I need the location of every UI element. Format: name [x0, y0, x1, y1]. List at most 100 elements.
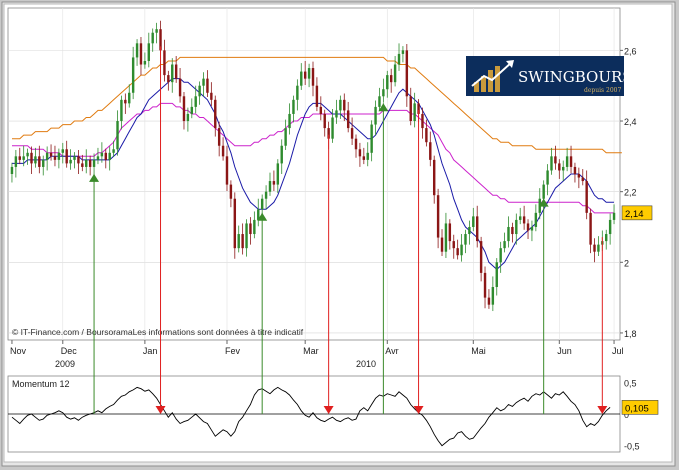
candle-down	[221, 145, 225, 157]
moving-averages	[12, 56, 622, 271]
candle-down	[522, 216, 526, 224]
candle-up	[257, 209, 260, 220]
price-y-tick-label: 2,2	[624, 188, 637, 198]
candle-up	[92, 159, 96, 167]
signal-arrows	[89, 46, 608, 414]
candle-up	[307, 68, 311, 79]
candle-up	[550, 156, 553, 171]
candle-up	[108, 152, 111, 160]
candle-down	[573, 166, 577, 174]
price-y-tick-label: 2,6	[624, 46, 637, 56]
candle-up	[292, 99, 295, 114]
candle-up	[370, 124, 373, 153]
candle-up	[155, 29, 158, 33]
candle-up	[413, 103, 416, 122]
momentum-panel: Momentum 12	[7, 375, 621, 453]
candle-down	[81, 163, 84, 167]
candle-up	[186, 113, 190, 122]
candle-up	[131, 57, 135, 93]
candle-up	[393, 64, 397, 83]
candle-up	[260, 198, 264, 210]
candle-down	[182, 96, 186, 122]
candle-up	[116, 121, 119, 150]
candle-up	[335, 110, 338, 118]
candle-down	[104, 152, 107, 160]
candle-down	[139, 43, 143, 65]
candle-up	[151, 32, 154, 44]
candle-up	[171, 64, 174, 83]
ma-short-line	[12, 78, 614, 271]
candle-down	[65, 149, 68, 164]
momentum-y-axis: -0,5 0 0,5 0,105	[621, 378, 659, 452]
candle-down	[167, 75, 170, 83]
candle-up	[194, 96, 197, 107]
month-label: Avr	[385, 346, 398, 356]
candle-up	[96, 156, 100, 160]
candle-up	[491, 287, 495, 305]
candle-down	[389, 75, 393, 83]
logo-tagline: depuis 2007	[584, 87, 621, 94]
candle-down	[241, 234, 244, 249]
candle-up	[507, 226, 510, 242]
month-label: Dec	[61, 346, 78, 356]
candle-up	[112, 149, 115, 153]
price-y-tick-label: 2	[624, 258, 629, 268]
candle-down	[475, 216, 479, 242]
buy-arrow-icon	[378, 103, 389, 112]
candle-up	[597, 244, 600, 252]
candle-up	[401, 50, 405, 54]
candle-up	[605, 234, 608, 242]
candle-up	[284, 128, 287, 146]
candle-down	[577, 174, 581, 178]
candle-up	[472, 216, 475, 227]
candle-down	[511, 226, 514, 235]
candle-down	[49, 152, 53, 157]
candle-down	[436, 195, 440, 238]
candle-up	[10, 166, 14, 174]
candle-up	[519, 216, 522, 220]
candle-down	[319, 106, 323, 114]
candle-down	[124, 99, 127, 104]
candle-down	[350, 128, 354, 139]
swingbourse-logo: SWINGBOURSE depuis 2007	[466, 56, 644, 96]
candle-up	[460, 244, 463, 256]
candle-down	[229, 184, 233, 199]
candle-down	[327, 128, 330, 139]
momentum-y-tick-label: -0,5	[624, 442, 640, 452]
candle-down	[225, 156, 229, 185]
candle-down	[487, 297, 491, 305]
candle-down	[409, 96, 412, 122]
candle-up	[331, 117, 334, 139]
candle-up	[499, 248, 502, 263]
momentum-title: Momentum 12	[12, 379, 70, 389]
candle-down	[585, 181, 588, 213]
candle-down	[303, 71, 307, 79]
candle-up	[264, 191, 268, 199]
candle-up	[128, 92, 131, 104]
candle-up	[444, 223, 448, 252]
candle-up	[339, 99, 342, 111]
candle-down	[440, 237, 444, 252]
candle-up	[61, 149, 64, 153]
sell-arrow-icon	[323, 406, 334, 414]
chart-growth-icon	[471, 60, 514, 92]
month-label: Mar	[303, 346, 319, 356]
candle-down	[311, 68, 315, 86]
chart-watermark: © IT-Finance.com / BoursoramaLes informa…	[12, 327, 304, 337]
candle-down	[77, 156, 80, 164]
candle-down	[343, 99, 346, 111]
candle-down	[483, 272, 487, 298]
candle-down	[421, 113, 424, 129]
candle-down	[581, 177, 584, 182]
candle-up	[268, 181, 272, 192]
candle-down	[558, 163, 561, 171]
candle-up	[245, 223, 248, 249]
month-label: Nov	[10, 346, 27, 356]
candle-up	[143, 60, 147, 65]
buy-arrow-icon	[89, 173, 100, 182]
ma-medium-line	[12, 102, 614, 214]
price-y-tick-label: 2,4	[624, 117, 637, 127]
candle-up	[468, 226, 471, 235]
candle-down	[323, 113, 326, 129]
candle-up	[378, 96, 381, 107]
